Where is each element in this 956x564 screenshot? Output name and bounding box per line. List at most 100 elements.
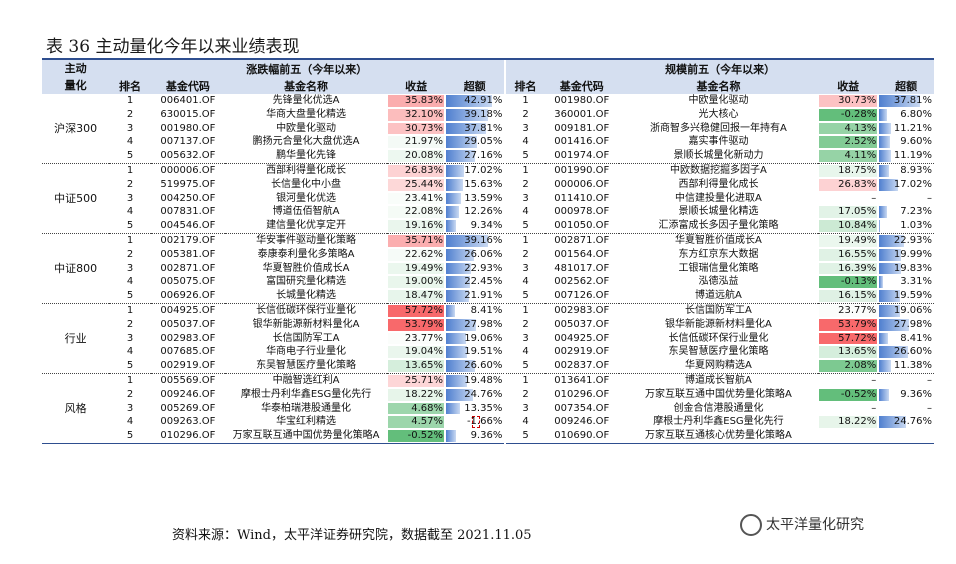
fund-code: 002919.OF [554, 346, 610, 358]
return-fill [819, 318, 878, 331]
rank-cell: 4 [504, 135, 545, 150]
excess-bar [879, 318, 910, 331]
return-cell: 16.39% [818, 262, 878, 276]
excess-bar [879, 122, 892, 135]
excess-cell: 27.16% [445, 149, 506, 164]
group-header: 主动 量化 [42, 60, 110, 94]
excess-bar [472, 416, 481, 429]
fund-code: 005075.OF [160, 276, 216, 288]
fund-name: 长信国防军工A [272, 332, 340, 344]
rank-cell: 5 [504, 359, 545, 374]
excess-cell: 11.19% [878, 149, 934, 164]
table-row: 中证800 1 002179.OF 华安事件驱动量化策略 35.71% 39.16% 1 00… [42, 233, 934, 304]
fund-code: 000978.OF [554, 206, 610, 218]
fund-code: 001974.OF [544, 149, 619, 164]
return-fill [388, 220, 445, 232]
excess-cell: 8.93% [878, 163, 934, 177]
fund-code: 002919.OF [150, 359, 225, 374]
column-header: 基金代码 [544, 78, 619, 94]
excess-bar [446, 430, 457, 442]
rank-cell: 4 [504, 345, 545, 360]
rank-cell: 5 [109, 429, 151, 444]
fund-name: 嘉实事件驱动 [688, 136, 749, 148]
fund-name: 华安事件驱动量化策略 [256, 234, 357, 246]
fund-code: 004925.OF [160, 304, 216, 316]
return-cell: 57.72% [387, 303, 445, 317]
fund-name: 中融智选红利A [272, 374, 340, 386]
excess-cell: 29.05% [445, 135, 505, 149]
fund-name: 银华新能源新材料量化A [665, 318, 772, 330]
excess-bar [879, 276, 883, 289]
fund-name: 中欧数据挖掘多因子A [670, 164, 767, 176]
excess-bar [879, 262, 901, 275]
excess-bar [879, 346, 908, 359]
column-header: 收益 [387, 78, 446, 94]
excess-cell: 3.31% [878, 275, 934, 289]
table-row: 5 006926.OF 长城量化精选 18.47% 21.91% 5 007126.OF 博道… [42, 289, 934, 304]
fund-code: 519975.OF [160, 178, 216, 190]
fund-name: 华宝红利精选 [276, 416, 337, 428]
fund-code: 006926.OF [150, 289, 225, 304]
return-fill [819, 332, 878, 345]
return-fill [819, 150, 878, 162]
category-label: 风格 [42, 373, 110, 444]
table-row: 2 519975.OF 长信量化中小盘 25.44% 15.63% 2 000006.OF 西… [42, 177, 934, 192]
fund-name: 景顺长城量化新动力 [618, 149, 819, 164]
excess-bar [446, 150, 476, 162]
return-fill [388, 360, 445, 372]
fund-name: 华泰柏瑞港股通量化 [261, 402, 352, 414]
return-cell: – [871, 374, 877, 386]
column-header: 超额 [445, 78, 506, 94]
table-row: 风格 1 005569.OF 中融智选红利A 25.71% 19.48% 1 013641.O… [42, 373, 934, 444]
column-header: 排名 [504, 78, 545, 94]
rank-cell: 3 [126, 262, 134, 274]
fund-name: 华夏网购精选A [618, 359, 819, 374]
fund-name: 华商大盘量化精选 [266, 108, 347, 120]
rank-cell: 4 [126, 136, 134, 148]
left-section-title: 涨跌幅前五（今年以来） [109, 60, 506, 79]
fund-code: 001050.OF [544, 219, 619, 234]
excess-cell: – [927, 402, 932, 414]
rank-cell: 4 [126, 276, 134, 288]
table-row: 4 007137.OF 鹏扬元合量化大盘优选A 21.97% 29.05% 4 001416… [42, 135, 934, 150]
fund-name: 浙商智多兴稳健回报一年持有A [650, 122, 787, 134]
return-cell: 2.52% [818, 135, 878, 149]
rank-cell: 2 [504, 317, 545, 332]
excess-bar [446, 332, 467, 345]
excess-cell: 11.38% [878, 359, 934, 374]
fund-code: 007831.OF [160, 206, 216, 218]
fund-code: 005269.OF [160, 402, 216, 414]
return-cell: 53.79% [387, 318, 445, 332]
return-cell: 18.47% [387, 289, 446, 304]
column-header: 基金代码 [150, 78, 225, 94]
return-fill [388, 136, 445, 149]
fund-name: 西部利得量化成长 [266, 164, 347, 176]
performance-table: 主动 量化 涨跌幅前五（今年以来） 规模前五（今年以来） 排名 基金代码 基金名称 收益… [42, 60, 934, 444]
table-row: 中证500 1 000006.OF 西部利得量化成长 26.83% 17.02% 1 0019… [42, 163, 934, 234]
rank-cell: 4 [126, 416, 134, 428]
return-fill [388, 388, 445, 401]
fund-code: 001980.OF [160, 122, 216, 134]
excess-cell: 37.81% [878, 94, 934, 108]
return-cell: 23.77% [387, 332, 445, 346]
return-cell: 30.73% [818, 94, 878, 108]
return-cell: 57.72% [818, 332, 878, 346]
excess-bar [446, 108, 488, 121]
fund-code: 001564.OF [554, 248, 610, 260]
rank-cell: 3 [126, 332, 134, 344]
return-cell: 13.65% [387, 359, 446, 374]
excess-bar [446, 402, 461, 415]
excess-bar [446, 220, 457, 232]
return-cell: 4.68% [387, 402, 445, 416]
fund-name: 西部利得量化成长 [678, 178, 759, 190]
excess-cell: 26.06% [445, 248, 505, 262]
excess-cell: 11.21% [878, 122, 934, 136]
return-cell: 16.55% [818, 248, 878, 262]
fund-code: 002983.OF [554, 304, 610, 316]
fund-name: 工银瑞信量化策略 [678, 262, 759, 274]
excess-bar [879, 332, 889, 345]
rank-cell: 2 [504, 177, 545, 192]
rank-cell: 3 [504, 121, 545, 136]
return-cell: 25.44% [387, 178, 445, 192]
fund-name: 鹏华量化先锋 [224, 149, 388, 164]
